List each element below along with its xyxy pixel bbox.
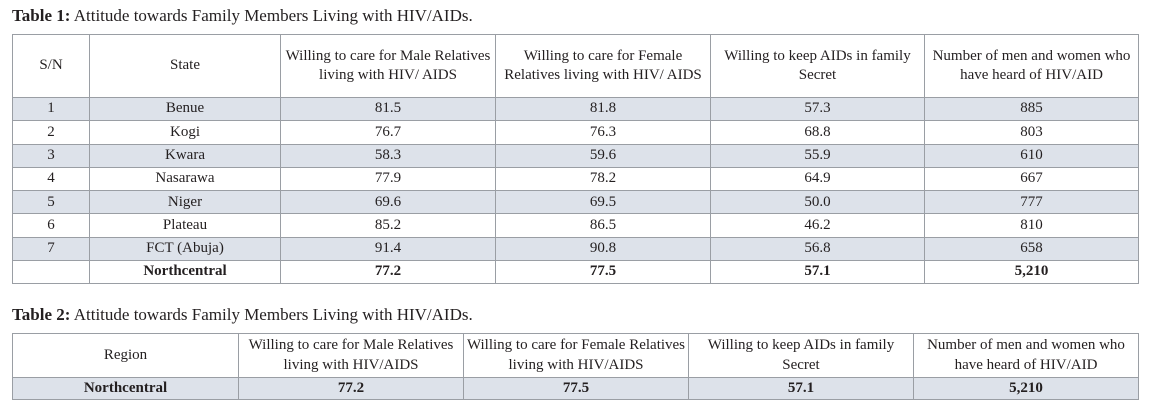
table-row-total: Northcentral 77.2 77.5 57.1 5,210 xyxy=(12,260,1139,285)
table-row-total: Northcentral 77.2 77.5 57.1 5,210 xyxy=(12,377,1139,400)
cell-care-female: 59.6 xyxy=(495,143,711,168)
table-row: 1 Benue 81.5 81.8 57.3 885 xyxy=(12,96,1139,122)
column-header-region: Region xyxy=(12,333,239,378)
cell-heard-of-hiv: 885 xyxy=(924,96,1139,122)
cell-care-male: 76.7 xyxy=(280,120,496,145)
table-2-header-row: Region Willing to care for Male Relative… xyxy=(12,333,1139,378)
column-header-sn: S/N xyxy=(12,34,90,98)
table-row: 4 Nasarawa 77.9 78.2 64.9 667 xyxy=(12,166,1139,192)
cell-sn: 1 xyxy=(12,96,90,122)
cell-keep-secret: 55.9 xyxy=(710,143,925,168)
column-header-heard-of-hiv: Number of men and women who have heard o… xyxy=(913,333,1139,378)
cell-care-male: 81.5 xyxy=(280,96,496,122)
cell-care-male: 77.9 xyxy=(280,166,496,192)
column-header-care-male: Willing to care for Male Relatives livin… xyxy=(280,34,496,98)
cell-keep-secret: 50.0 xyxy=(710,190,925,215)
cell-care-male: 77.2 xyxy=(238,377,464,400)
table-1-caption-label: Table 1: xyxy=(12,6,71,25)
cell-heard-of-hiv: 803 xyxy=(924,120,1139,145)
table-2-caption-text: Attitude towards Family Members Living w… xyxy=(70,305,473,324)
cell-region: Northcentral xyxy=(12,377,239,400)
cell-heard-of-hiv: 610 xyxy=(924,143,1139,168)
table-1-caption-text: Attitude towards Family Members Living w… xyxy=(70,6,473,25)
cell-care-female: 81.8 xyxy=(495,96,711,122)
column-header-state: State xyxy=(89,34,281,98)
column-header-care-female: Willing to care for Female Relatives liv… xyxy=(495,34,711,98)
cell-state: Niger xyxy=(89,190,281,215)
cell-care-female: 69.5 xyxy=(495,190,711,215)
cell-keep-secret: 64.9 xyxy=(710,166,925,192)
cell-sn: 4 xyxy=(12,166,90,192)
cell-care-male: 58.3 xyxy=(280,143,496,168)
column-header-keep-secret: Willing to keep AIDs in family Secret xyxy=(688,333,914,378)
column-header-care-male: Willing to care for Male Relatives livin… xyxy=(238,333,464,378)
cell-state: Kogi xyxy=(89,120,281,145)
cell-care-female: 86.5 xyxy=(495,213,711,238)
cell-state: Nasarawa xyxy=(89,166,281,192)
cell-heard-of-hiv: 5,210 xyxy=(913,377,1139,400)
table-row: 2 Kogi 76.7 76.3 68.8 803 xyxy=(12,120,1139,145)
cell-care-female: 78.2 xyxy=(495,166,711,192)
cell-keep-secret: 46.2 xyxy=(710,213,925,238)
cell-care-male: 91.4 xyxy=(280,236,496,262)
cell-care-female: 77.5 xyxy=(495,260,711,285)
cell-state: FCT (Abuja) xyxy=(89,236,281,262)
column-header-care-female: Willing to care for Female Relatives liv… xyxy=(463,333,689,378)
table-row: 3 Kwara 58.3 59.6 55.9 610 xyxy=(12,143,1139,168)
cell-keep-secret: 68.8 xyxy=(710,120,925,145)
cell-heard-of-hiv: 5,210 xyxy=(924,260,1139,285)
cell-state: Northcentral xyxy=(89,260,281,285)
cell-keep-secret: 57.1 xyxy=(688,377,914,400)
cell-care-male: 77.2 xyxy=(280,260,496,285)
cell-care-female: 90.8 xyxy=(495,236,711,262)
cell-care-female: 77.5 xyxy=(463,377,689,400)
column-header-heard-of-hiv: Number of men and women who have heard o… xyxy=(924,34,1139,98)
cell-heard-of-hiv: 667 xyxy=(924,166,1139,192)
table-2-caption: Table 2: Attitude towards Family Members… xyxy=(12,305,473,325)
table-1: S/N State Willing to care for Male Relat… xyxy=(12,34,1139,285)
table-2-caption-label: Table 2: xyxy=(12,305,71,324)
cell-care-female: 76.3 xyxy=(495,120,711,145)
column-header-keep-secret: Willing to keep AIDs in family Secret xyxy=(710,34,925,98)
cell-care-male: 85.2 xyxy=(280,213,496,238)
cell-heard-of-hiv: 810 xyxy=(924,213,1139,238)
cell-sn: 7 xyxy=(12,236,90,262)
table-2: Region Willing to care for Male Relative… xyxy=(12,333,1139,400)
table-row: 5 Niger 69.6 69.5 50.0 777 xyxy=(12,190,1139,215)
cell-sn xyxy=(12,260,90,285)
cell-state: Kwara xyxy=(89,143,281,168)
table-1-header-row: S/N State Willing to care for Male Relat… xyxy=(12,34,1139,98)
cell-keep-secret: 57.1 xyxy=(710,260,925,285)
cell-sn: 3 xyxy=(12,143,90,168)
cell-sn: 2 xyxy=(12,120,90,145)
cell-heard-of-hiv: 777 xyxy=(924,190,1139,215)
cell-sn: 6 xyxy=(12,213,90,238)
cell-keep-secret: 56.8 xyxy=(710,236,925,262)
cell-sn: 5 xyxy=(12,190,90,215)
cell-state: Plateau xyxy=(89,213,281,238)
table-1-caption: Table 1: Attitude towards Family Members… xyxy=(12,6,473,26)
cell-care-male: 69.6 xyxy=(280,190,496,215)
table-row: 7 FCT (Abuja) 91.4 90.8 56.8 658 xyxy=(12,236,1139,262)
cell-heard-of-hiv: 658 xyxy=(924,236,1139,262)
cell-state: Benue xyxy=(89,96,281,122)
cell-keep-secret: 57.3 xyxy=(710,96,925,122)
table-row: 6 Plateau 85.2 86.5 46.2 810 xyxy=(12,213,1139,238)
